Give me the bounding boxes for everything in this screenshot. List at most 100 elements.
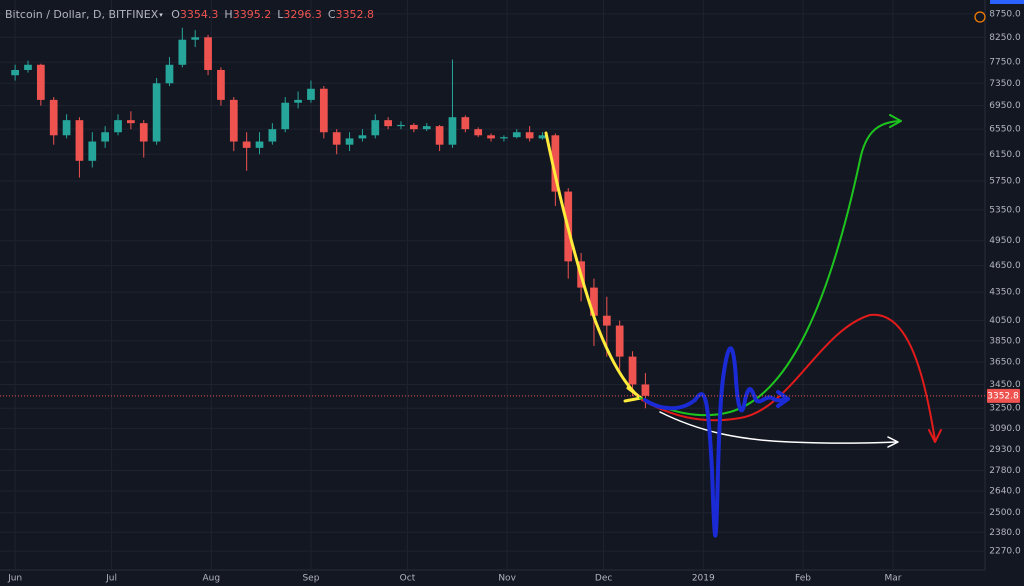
- candle-body: [127, 120, 135, 124]
- alert-icon[interactable]: [974, 11, 986, 23]
- candle-body: [435, 126, 444, 145]
- candle-body: [358, 135, 367, 139]
- y-tick-label: 8750.0: [989, 9, 1021, 19]
- red-arrowhead: [928, 429, 942, 443]
- y-tick-label: 8250.0: [989, 33, 1021, 43]
- candle-body: [461, 117, 470, 130]
- white-arrowhead: [887, 436, 899, 448]
- candle-body: [62, 120, 71, 136]
- candle-body: [384, 120, 393, 127]
- last-price-label: 3352.8: [987, 391, 1019, 401]
- y-tick-label: 2640.0: [989, 487, 1021, 497]
- y-tick-label: 6150.0: [989, 150, 1021, 160]
- candle-body: [178, 39, 187, 65]
- top-bar: [990, 0, 1024, 4]
- candle-body: [628, 356, 637, 385]
- ohlc-label: H: [224, 8, 232, 21]
- blue-arrowhead: [776, 390, 790, 408]
- candle-body: [512, 132, 521, 138]
- y-tick-label: 6950.0: [989, 101, 1021, 111]
- y-tick-label: 3850.0: [989, 336, 1021, 346]
- x-tick-label: Sep: [302, 574, 319, 584]
- candle-body: [332, 132, 341, 145]
- y-tick-label: 2270.0: [989, 547, 1021, 557]
- y-tick-label: 2930.0: [989, 445, 1021, 455]
- y-tick-label: 7750.0: [989, 58, 1021, 68]
- ohlc-label: L: [277, 8, 284, 21]
- ohlc-value: 3352.8: [336, 8, 375, 21]
- candle-body: [281, 102, 290, 130]
- candle-body: [24, 64, 32, 70]
- candle-body: [36, 64, 45, 100]
- candle-body: [590, 287, 598, 316]
- candle-body: [500, 137, 508, 139]
- dropdown-caret: ▾: [159, 11, 163, 19]
- candle-body: [294, 99, 302, 103]
- candle-body: [217, 69, 225, 100]
- yellow-arrow: [544, 131, 642, 400]
- y-tick-label: 3450.0: [989, 380, 1021, 390]
- candle-body: [345, 138, 354, 145]
- candle-body: [165, 64, 174, 84]
- y-tick-label: 4050.0: [989, 316, 1021, 326]
- candle-body: [397, 124, 405, 127]
- candle-body: [152, 83, 161, 142]
- last-price-box: [987, 388, 1020, 403]
- legend: Bitcoin / Dollar, D, BITFINEX: [5, 8, 159, 21]
- ohlc-value: 3354.3: [180, 8, 219, 21]
- y-tick-label: 2380.0: [989, 528, 1021, 538]
- green-arrowhead: [889, 114, 902, 128]
- x-tick-label: Jul: [105, 574, 117, 584]
- candle-body: [487, 135, 495, 139]
- candle-body: [49, 99, 58, 136]
- x-tick-label: Nov: [498, 574, 516, 584]
- candle-body: [448, 117, 457, 145]
- candle-body: [538, 135, 547, 139]
- candle-body: [551, 135, 560, 192]
- y-tick-label: 3650.0: [989, 358, 1021, 368]
- y-tick-label: 6550.0: [989, 125, 1021, 135]
- y-tick-label: 2780.0: [989, 466, 1021, 476]
- y-tick-label: 7350.0: [989, 79, 1021, 89]
- y-tick-label: 4350.0: [989, 288, 1021, 298]
- x-tick-label: Oct: [400, 574, 416, 584]
- y-tick-label: 5350.0: [989, 205, 1021, 215]
- candle-body: [229, 99, 238, 142]
- candle-body: [615, 325, 624, 357]
- candle-body: [114, 120, 122, 133]
- candle-body: [422, 126, 431, 130]
- candle-body: [371, 120, 380, 136]
- symbol[interactable]: Bitcoin / Dollar, D, BITFINEX: [5, 8, 159, 21]
- y-tick-label: 2500.0: [989, 508, 1021, 518]
- candle-body: [410, 124, 418, 130]
- ohlc-value: 3395.2: [233, 8, 272, 21]
- candle-body: [191, 37, 200, 40]
- candle-body: [75, 120, 84, 161]
- x-tick-label: Feb: [795, 574, 811, 584]
- x-tick-label: Jun: [7, 574, 22, 584]
- x-tick-label: Mar: [885, 574, 902, 584]
- blue-scribble: [643, 346, 789, 538]
- candle-body: [319, 88, 328, 133]
- candle-body: [11, 69, 19, 76]
- ohlc-label: C: [328, 8, 336, 21]
- candle-body: [88, 141, 97, 161]
- green-arrow: [639, 120, 901, 417]
- x-tick-label: Aug: [202, 574, 220, 584]
- grid: [0, 0, 985, 570]
- drawings: [544, 114, 942, 538]
- x-tick-label: 2019: [692, 574, 715, 584]
- y-tick-label: 3090.0: [989, 424, 1021, 434]
- candle-body: [255, 141, 264, 148]
- candle-body: [139, 123, 148, 142]
- candle-body: [602, 315, 611, 326]
- candle-body: [474, 129, 483, 136]
- y-tick-label: 4950.0: [989, 236, 1021, 246]
- candle-body: [641, 384, 650, 396]
- candle-body: [204, 37, 212, 70]
- y-tick-label: 4650.0: [989, 261, 1021, 271]
- red-arrow: [641, 313, 936, 441]
- candle-body: [101, 132, 110, 142]
